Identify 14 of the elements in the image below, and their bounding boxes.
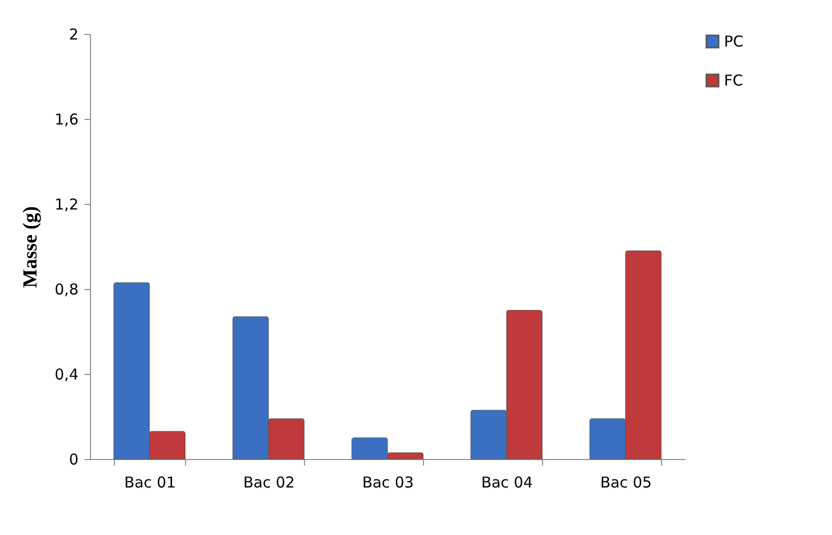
y-tick-label: 0,8 [54, 280, 78, 298]
y-axis-title: Masse (g) [20, 206, 42, 288]
legend-label: PC [724, 32, 744, 50]
x-tick-label: Bac 01 [124, 474, 176, 492]
y-tick-label: 0,4 [54, 366, 78, 384]
y-tick-label: 1,6 [54, 110, 78, 128]
x-tick-label: Bac 04 [481, 474, 533, 492]
legend-label: FC [724, 72, 744, 90]
y-tick-label: 2 [68, 26, 78, 44]
y-tick-label: 1,2 [54, 196, 78, 214]
x-tick-label: Bac 03 [362, 474, 414, 492]
x-tick-label: Bac 02 [243, 474, 295, 492]
x-tick-label: Bac 05 [600, 474, 652, 492]
y-tick-label: 0 [68, 450, 78, 468]
